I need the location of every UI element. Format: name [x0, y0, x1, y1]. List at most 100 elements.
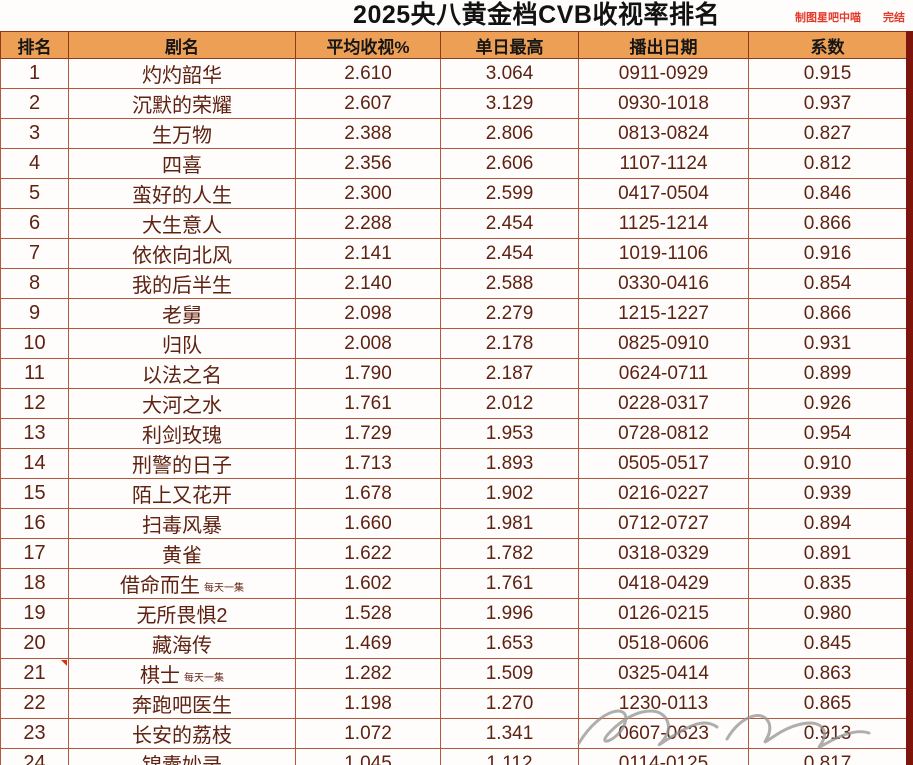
header-dates: 播出日期: [578, 31, 749, 59]
daily-peak: 1.953: [440, 418, 579, 449]
rank-value: 7: [28, 242, 41, 264]
daily-peak: 2.454: [440, 208, 579, 239]
daily-peak: 3.129: [440, 88, 579, 119]
air-dates: 0712-0727: [578, 508, 749, 539]
table-row: 24 锦囊妙录 1.045 1.112 0114-0125 0.817: [0, 748, 907, 765]
avg-rating: 1.469: [295, 628, 441, 659]
coefficient: 0.915: [748, 58, 907, 89]
rank-value: 4: [28, 152, 41, 174]
drama-name: 无所畏惧2: [136, 605, 228, 627]
coefficient: 0.910: [748, 448, 907, 479]
rank-value: 20: [23, 632, 46, 654]
title-bar: 2025央八黄金档CVB收视率排名 制图星吧中喵 完结: [0, 0, 913, 31]
daily-peak: 2.279: [440, 298, 579, 329]
daily-peak: 2.599: [440, 178, 579, 209]
drama-name: 借命而生: [120, 575, 200, 597]
air-dates: 0930-1018: [578, 88, 749, 119]
table-row: 1 灼灼韶华 2.610 3.064 0911-0929 0.915: [0, 58, 907, 89]
table-row: 6 大生意人 2.288 2.454 1125-1214 0.866: [0, 208, 907, 239]
daily-peak: 2.806: [440, 118, 579, 149]
credit-text: 制图星吧中喵: [795, 12, 861, 24]
rank-value: 11: [24, 362, 45, 384]
coefficient: 0.916: [748, 238, 907, 269]
avg-rating: 2.140: [295, 268, 441, 299]
drama-name: 依依向北风: [132, 245, 232, 267]
table-row: 9 老舅 2.098 2.279 1215-1227 0.866: [0, 298, 907, 329]
avg-rating: 2.288: [295, 208, 441, 239]
daily-peak: 1.653: [440, 628, 579, 659]
coefficient: 0.863: [748, 658, 907, 689]
ratings-table: 排名 剧名 平均收视% 单日最高 播出日期 系数 1 灼灼韶华 2.610 3.…: [0, 31, 907, 765]
table-row: 8 我的后半生 2.140 2.588 0330-0416 0.854: [0, 268, 907, 299]
avg-rating: 1.713: [295, 448, 441, 479]
daily-peak: 1.761: [440, 568, 579, 599]
air-dates: 0518-0606: [578, 628, 749, 659]
drama-name: 老舅: [162, 305, 202, 327]
daily-peak: 1.270: [440, 688, 579, 719]
rank-value: 17: [23, 542, 46, 564]
coefficient: 0.835: [748, 568, 907, 599]
drama-name: 长安的荔枝: [132, 725, 232, 747]
header-avg: 平均收视%: [295, 31, 441, 59]
drama-name: 陌上又花开: [132, 485, 232, 507]
schedule-note: 每天一集: [204, 583, 244, 594]
air-dates: 1230-0113: [578, 688, 749, 719]
air-dates: 0330-0416: [578, 268, 749, 299]
daily-peak: 2.012: [440, 388, 579, 419]
rank-value: 10: [23, 332, 46, 354]
coefficient: 0.939: [748, 478, 907, 509]
table-row: 19 无所畏惧2 1.528 1.996 0126-0215 0.980: [0, 598, 907, 629]
air-dates: 1019-1106: [578, 238, 749, 269]
avg-rating: 2.356: [295, 148, 441, 179]
header-rank: 排名: [0, 31, 69, 59]
air-dates: 0417-0504: [578, 178, 749, 209]
drama-name: 奔跑吧医生: [132, 695, 232, 717]
rank-value: 13: [23, 422, 46, 444]
avg-rating: 2.098: [295, 298, 441, 329]
coefficient: 0.913: [748, 718, 907, 749]
air-dates: 0505-0517: [578, 448, 749, 479]
drama-name: 归队: [162, 335, 202, 357]
avg-rating: 1.602: [295, 568, 441, 599]
rank-value: 23: [23, 722, 46, 744]
coefficient: 0.866: [748, 298, 907, 329]
air-dates: 0318-0329: [578, 538, 749, 569]
table-row: 4 四喜 2.356 2.606 1107-1124 0.812: [0, 148, 907, 179]
air-dates: 0228-0317: [578, 388, 749, 419]
drama-name: 刑警的日子: [132, 455, 232, 477]
rank-value: 2: [28, 92, 41, 114]
rank-value: 22: [23, 692, 46, 714]
daily-peak: 2.178: [440, 328, 579, 359]
credits: 制图星吧中喵 完结: [795, 9, 905, 25]
daily-peak: 1.112: [440, 748, 579, 765]
avg-rating: 1.729: [295, 418, 441, 449]
drama-name: 蛮好的人生: [132, 185, 232, 207]
rank-value: 14: [23, 452, 46, 474]
rank-value: 19: [23, 602, 46, 624]
daily-peak: 1.782: [440, 538, 579, 569]
drama-name: 大生意人: [142, 215, 222, 237]
table-row: 2 沉默的荣耀 2.607 3.129 0930-1018 0.937: [0, 88, 907, 119]
daily-peak: 2.606: [440, 148, 579, 179]
coefficient: 0.926: [748, 388, 907, 419]
table-header: 排名 剧名 平均收视% 单日最高 播出日期 系数: [0, 31, 907, 59]
table-row: 10 归队 2.008 2.178 0825-0910 0.931: [0, 328, 907, 359]
header-coef: 系数: [748, 31, 907, 59]
drama-name: 大河之水: [142, 395, 222, 417]
daily-peak: 1.902: [440, 478, 579, 509]
header-row: 排名 剧名 平均收视% 单日最高 播出日期 系数: [0, 31, 907, 59]
drama-name: 生万物: [152, 125, 212, 147]
daily-peak: 2.588: [440, 268, 579, 299]
table-body: 1 灼灼韶华 2.610 3.064 0911-0929 0.915 2 沉默的…: [0, 58, 907, 765]
page-title: 2025央八黄金档CVB收视率排名: [353, 1, 720, 29]
daily-peak: 1.893: [440, 448, 579, 479]
air-dates: 0911-0929: [578, 58, 749, 89]
rank-value: 21: [23, 662, 46, 684]
table-row: 16 扫毒风暴 1.660 1.981 0712-0727 0.894: [0, 508, 907, 539]
coefficient: 0.817: [748, 748, 907, 765]
rank-value: 5: [28, 182, 41, 204]
daily-peak: 1.509: [440, 658, 579, 689]
rank-value: 18: [23, 572, 46, 594]
drama-name: 沉默的荣耀: [132, 95, 232, 117]
rank-value: 8: [28, 272, 41, 294]
